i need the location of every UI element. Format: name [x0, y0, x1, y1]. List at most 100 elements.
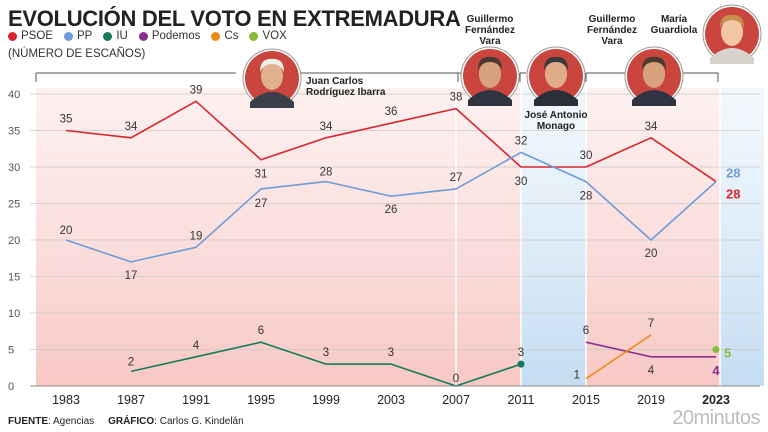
portrait-1	[242, 48, 302, 108]
data-label-iu: 3	[518, 347, 524, 359]
data-label-psoe: 36	[385, 106, 398, 118]
portrait-4	[624, 46, 684, 106]
portrait-2	[460, 46, 520, 106]
data-label-iu: 6	[258, 325, 264, 337]
legend-label: IU	[116, 30, 128, 42]
legend-swatch	[8, 31, 17, 41]
data-label-podemos: 4	[712, 363, 720, 378]
data-point-iu	[517, 360, 525, 368]
portrait-body	[250, 92, 294, 108]
legend-swatch	[63, 31, 73, 41]
portrait-hair	[478, 56, 502, 70]
data-label-pp: 19	[190, 230, 203, 242]
portrait-3	[526, 46, 586, 106]
data-label-psoe: 39	[190, 84, 203, 96]
data-label-pp: 28	[320, 167, 333, 179]
data-label-psoe: 30	[580, 150, 593, 162]
x-tick-label: 1995	[247, 393, 275, 407]
portrait-5	[702, 4, 762, 64]
legend-item-vox: VOX	[249, 30, 287, 42]
graphic-value: : Carlos G. Kindelán	[154, 416, 244, 427]
portrait-body	[632, 90, 676, 106]
data-label-pp: 27	[255, 198, 268, 210]
data-label-pp: 20	[645, 248, 658, 260]
data-label-psoe: 38	[450, 92, 463, 104]
president-name: José Antonio Monago	[524, 110, 588, 132]
period-band-psoe	[586, 88, 720, 386]
x-tick-label: 2003	[377, 393, 405, 407]
period-band-pp	[720, 88, 764, 386]
legend-item-psoe: PSOE	[8, 30, 53, 42]
legend-item-cs: Cs	[211, 30, 238, 42]
y-tick-label: 40	[8, 89, 20, 101]
legend-label: VOX	[262, 30, 287, 42]
legend-label: Podemos	[151, 30, 201, 42]
y-tick-label: 0	[8, 381, 14, 393]
portrait-hair	[544, 56, 568, 70]
legend: PSOE PP IU Podemos Cs VOX	[8, 30, 298, 42]
data-label-podemos: 4	[648, 365, 655, 377]
president-name: Juan Carlos Rodríguez Ibarra	[306, 76, 386, 98]
data-label-psoe: 31	[255, 169, 268, 181]
series-line-cs	[585, 334, 652, 380]
y-tick-label: 25	[8, 199, 20, 211]
portrait-body	[468, 90, 512, 106]
x-tick-label: 1991	[182, 393, 210, 407]
x-tick-label: 2015	[572, 393, 600, 407]
y-tick-label: 20	[8, 235, 20, 247]
portrait-hair	[260, 58, 284, 72]
data-label-psoe: 34	[125, 121, 138, 133]
president-name: María Guardiola	[650, 14, 698, 36]
chart-subtitle: (NÚMERO DE ESCAÑOS)	[8, 48, 146, 60]
legend-label: PP	[76, 30, 93, 42]
portrait-hair	[720, 14, 744, 28]
data-label-pp: 27	[450, 172, 463, 184]
data-label-iu: 4	[193, 340, 200, 352]
data-label-cs: 7	[648, 318, 654, 330]
portrait-face	[643, 60, 665, 88]
data-label-pp: 28	[726, 166, 740, 181]
data-label-cs: 1	[574, 370, 580, 382]
chart-title: EVOLUCIÓN DEL VOTO EN EXTREMADURA	[8, 6, 461, 31]
series-line-pp	[65, 151, 717, 263]
y-tick-label: 35	[8, 126, 20, 138]
portrait-face	[479, 60, 501, 88]
portrait-face	[261, 62, 283, 90]
portrait-face	[545, 60, 567, 88]
data-label-vox: 5	[724, 346, 731, 361]
legend-swatch	[249, 31, 259, 41]
x-tick-label: 2019	[637, 393, 665, 407]
data-label-podemos: 6	[583, 325, 589, 337]
series-line-podemos	[585, 341, 716, 358]
president-name: Guillermo Fernández Vara	[464, 14, 515, 47]
footer: FUENTE: Agencias GRÁFICO: Carlos G. Kind…	[8, 416, 244, 427]
x-tick-label: 2011	[508, 393, 535, 407]
y-tick-label: 10	[8, 308, 20, 320]
data-label-pp: 17	[125, 270, 138, 282]
source-label: FUENTE	[8, 416, 48, 427]
data-label-psoe: 35	[60, 114, 73, 126]
portrait-hair	[642, 56, 666, 70]
data-label-iu: 0	[453, 373, 459, 385]
portrait-face	[721, 18, 743, 46]
legend-label: Cs	[224, 30, 239, 42]
portrait-body	[534, 90, 578, 106]
legend-swatch	[138, 31, 148, 41]
legend-item-iu: IU	[103, 30, 128, 42]
data-label-iu: 2	[128, 356, 134, 368]
x-tick-label: 1999	[312, 393, 340, 407]
legend-swatch	[211, 31, 221, 41]
portrait-body	[710, 48, 754, 64]
x-tick-label: 1987	[117, 393, 145, 407]
graphic-label: GRÁFICO	[108, 416, 155, 427]
data-label-psoe: 30	[515, 176, 528, 188]
x-tick-label: 1983	[52, 393, 80, 407]
period-band-psoe	[36, 88, 521, 386]
y-tick-label: 5	[8, 345, 14, 357]
brand-logo: 20minutos	[672, 407, 760, 429]
data-point-vox	[712, 346, 720, 353]
x-tick-label: 2007	[442, 393, 470, 407]
data-label-pp: 28	[580, 191, 593, 203]
legend-item-podemos: Podemos	[138, 30, 201, 42]
